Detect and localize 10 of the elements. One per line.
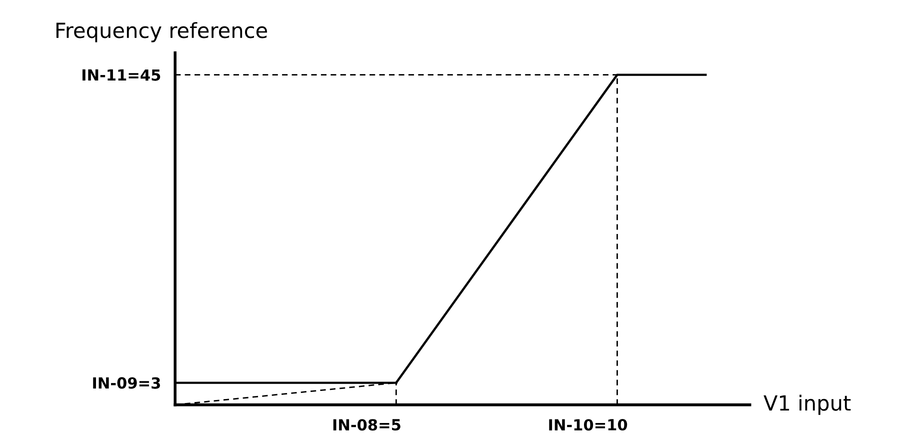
annotation: IN-09= <box>93 377 149 389</box>
annotation: IN-10= <box>549 419 606 431</box>
y-axis-title: Frequency reference <box>56 22 268 42</box>
x-tick-label: 5 <box>392 419 400 431</box>
y-tick-label: 3 <box>152 377 160 389</box>
x-tick-label: 10 <box>608 418 628 431</box>
annotation: IN-11= <box>82 69 138 81</box>
annotation: IN-08= <box>333 419 390 431</box>
y-tick-label: 45 <box>140 69 160 81</box>
x-axis-title: V1 input <box>764 394 851 415</box>
